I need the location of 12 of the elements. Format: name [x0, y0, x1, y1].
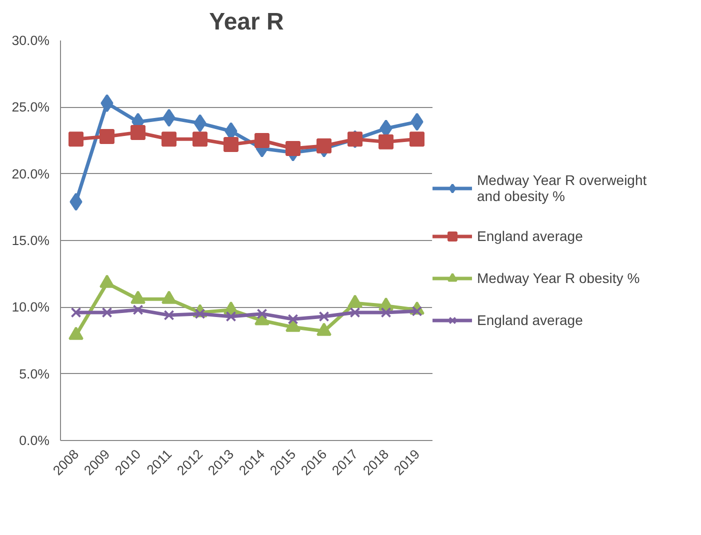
legend-label: England average — [477, 228, 583, 244]
y-tick-label: 20.0% — [12, 166, 50, 182]
legend-label: Medway Year R obesity % — [477, 270, 640, 286]
y-tick-label: 30.0% — [12, 33, 50, 48]
y-tick-label: 5.0% — [19, 366, 50, 382]
y-tick-label: 10.0% — [12, 300, 50, 315]
y-tick-label: 25.0% — [12, 100, 50, 115]
chart-title: Year R — [209, 8, 284, 36]
legend-label: England average — [477, 312, 583, 328]
y-tick-label: 15.0% — [12, 233, 50, 248]
y-tick-label: 0.0% — [19, 433, 50, 448]
legend-label: Medway Year R overweight and obesity % — [477, 172, 647, 204]
